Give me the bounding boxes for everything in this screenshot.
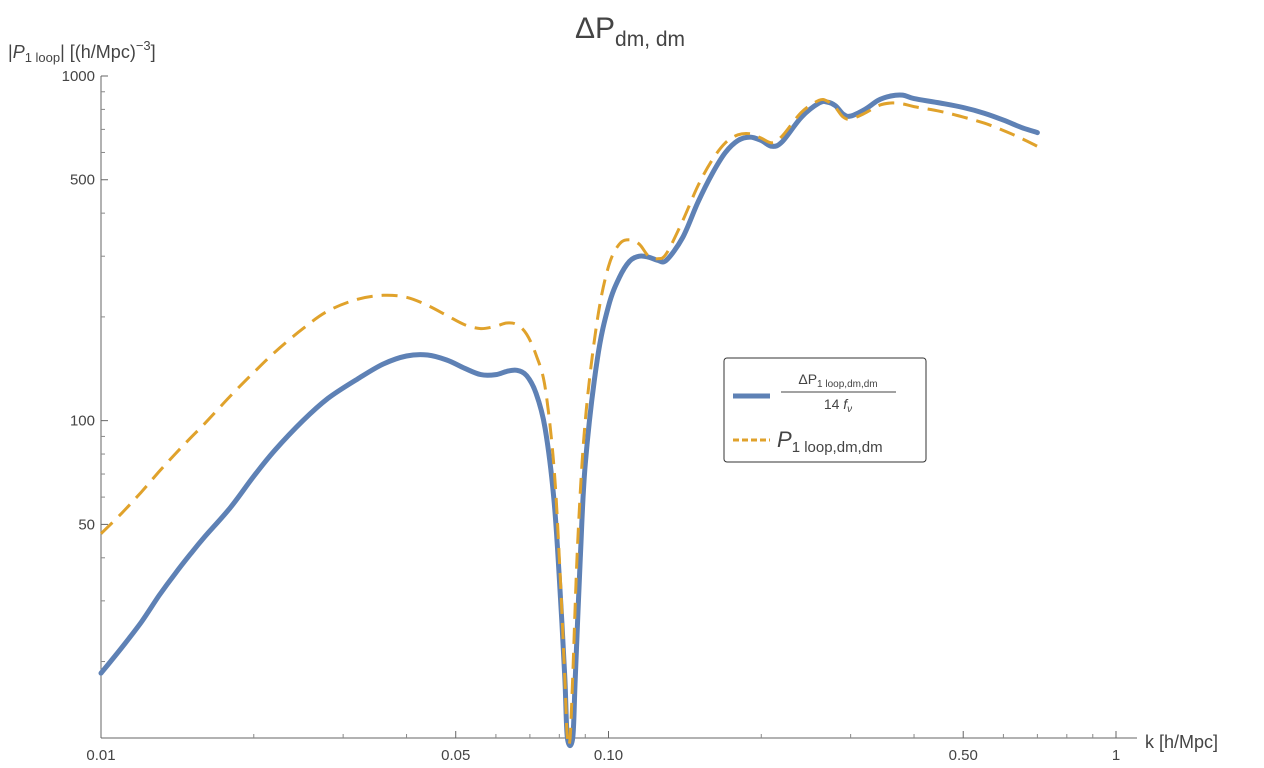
y-tick-label: 1000 <box>62 68 95 85</box>
y-label-sup: −3 <box>136 38 151 53</box>
x-tick-label: 0.10 <box>594 747 623 764</box>
chart-title: ΔPdm, dm <box>575 12 685 51</box>
y-label-close: ] <box>151 42 156 62</box>
axis-ticks <box>101 76 1116 738</box>
chart-title-sub: dm, dm <box>615 28 685 51</box>
chart-title-base: ΔP <box>575 12 615 45</box>
y-tick-label: 500 <box>70 172 95 189</box>
x-tick-label: 0.05 <box>441 747 470 764</box>
y-label-p: P <box>13 42 25 62</box>
y-label-mid: | [(h/Mpc) <box>60 42 136 62</box>
y-label-sub: 1 loop <box>25 50 60 65</box>
legend-num-base: ΔP <box>798 371 817 387</box>
x-tick-label: 0.50 <box>949 747 978 764</box>
y-tick-label: 50 <box>78 516 95 533</box>
y-axis-label: |P1 loop| [(h/Mpc)−3] <box>8 38 156 65</box>
x-tick-label: 0.01 <box>86 747 115 764</box>
legend-num-sub: 1 loop,dm,dm <box>817 379 878 390</box>
x-tick-label: 1 <box>1112 747 1120 764</box>
legend-den-sub: ν <box>847 404 852 415</box>
legend: ΔP1 loop,dm,dm 14 fν P1 loop,dm,dm <box>724 358 926 462</box>
x-axis-label: k [h/Mpc] <box>1145 732 1218 752</box>
legend-den-base: 14 <box>824 396 843 412</box>
legend-series-2-sub: 1 loop,dm,dm <box>792 439 883 456</box>
y-tick-label: 100 <box>70 413 95 430</box>
legend-series-2-base: P <box>777 427 792 452</box>
